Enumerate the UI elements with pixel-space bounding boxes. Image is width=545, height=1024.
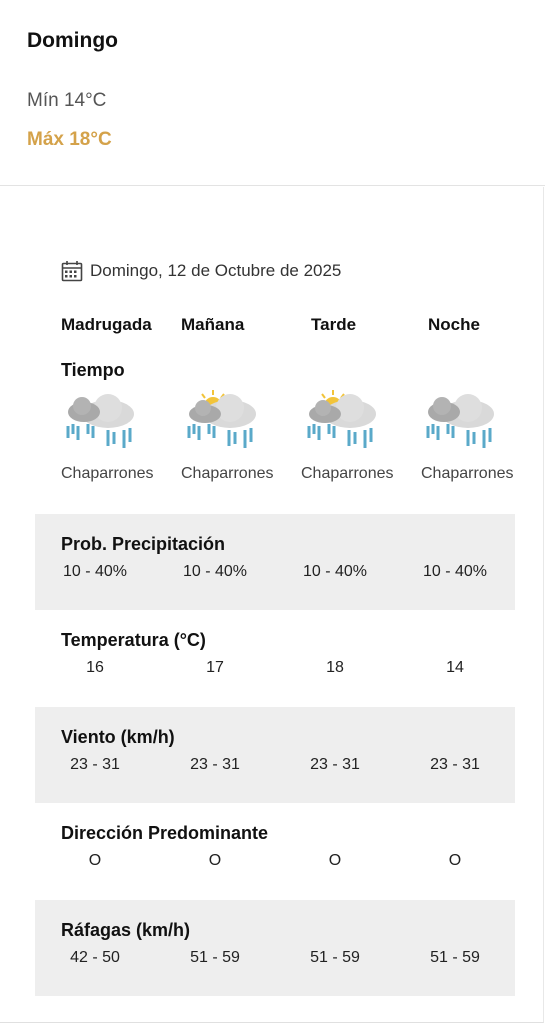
row-direction: Dirección Predominante O O O O bbox=[35, 803, 515, 899]
forecast-detail-card bbox=[0, 187, 544, 1023]
rain-showers-night-icon bbox=[426, 394, 494, 448]
row-value: 14 bbox=[446, 659, 464, 676]
rain-showers-sun-icon bbox=[187, 390, 256, 448]
weather-icons bbox=[0, 390, 545, 460]
period-tarde: Tarde bbox=[311, 315, 357, 334]
weather-label-tarde: Chaparrones bbox=[301, 465, 394, 482]
row-value: 23 - 31 bbox=[310, 756, 360, 773]
calendar-icon bbox=[61, 261, 83, 282]
row-title: Prob. Precipitación bbox=[61, 534, 226, 554]
period-header: Madrugada Mañana Tarde Noche bbox=[0, 315, 545, 337]
row-value: 51 - 59 bbox=[310, 949, 360, 966]
row-value: O bbox=[328, 852, 342, 869]
row-value: 51 - 59 bbox=[430, 949, 480, 966]
row-value: 10 - 40% bbox=[62, 563, 128, 580]
forecast-date: Domingo, 12 de Octubre de 2025 bbox=[90, 261, 342, 280]
row-wind: Viento (km/h) 23 - 31 23 - 31 23 - 31 23… bbox=[35, 707, 515, 803]
row-value: 10 - 40% bbox=[422, 563, 488, 580]
period-noche: Noche bbox=[428, 315, 480, 334]
date-row: Domingo, 12 de Octubre de 2025 bbox=[61, 259, 341, 283]
tiempo-title: Tiempo bbox=[61, 360, 125, 380]
rain-showers-sun-icon bbox=[307, 390, 376, 448]
row-gusts: Ráfagas (km/h) 42 - 50 51 - 59 51 - 59 5… bbox=[35, 900, 515, 996]
row-value: 10 - 40% bbox=[302, 563, 368, 580]
day-title: Domingo bbox=[27, 29, 118, 52]
row-value: O bbox=[208, 852, 222, 869]
row-title: Viento (km/h) bbox=[61, 727, 175, 747]
weather-label-madrugada: Chaparrones bbox=[61, 465, 154, 482]
row-value: 10 - 40% bbox=[182, 563, 248, 580]
row-title: Dirección Predominante bbox=[61, 823, 269, 843]
row-title: Temperatura (°C) bbox=[61, 630, 206, 650]
row-value: O bbox=[448, 852, 462, 869]
min-temperature: Mín 14°C bbox=[27, 90, 107, 111]
row-precipitation: Prob. Precipitación 10 - 40% 10 - 40% 10… bbox=[35, 514, 515, 610]
row-value: O bbox=[88, 852, 102, 869]
row-value: 16 bbox=[86, 659, 104, 676]
row-value: 18 bbox=[326, 659, 344, 676]
row-value: 23 - 31 bbox=[70, 756, 120, 773]
max-temperature: Máx 18°C bbox=[27, 129, 112, 150]
row-value: 23 - 31 bbox=[190, 756, 240, 773]
day-summary: Domingo Mín 14°C Máx 18°C bbox=[0, 0, 545, 186]
weather-label-noche: Chaparrones bbox=[421, 465, 514, 482]
period-manana: Mañana bbox=[181, 315, 245, 334]
weather-label-manana: Chaparrones bbox=[181, 465, 274, 482]
row-title: Ráfagas (km/h) bbox=[61, 920, 191, 940]
row-value: 23 - 31 bbox=[430, 756, 480, 773]
row-value: 17 bbox=[206, 659, 224, 676]
row-temperature: Temperatura (°C) 16 17 18 14 bbox=[35, 610, 515, 706]
rain-showers-night-icon bbox=[66, 394, 134, 448]
period-madrugada: Madrugada bbox=[61, 315, 152, 334]
row-value: 42 - 50 bbox=[70, 949, 120, 966]
row-value: 51 - 59 bbox=[190, 949, 240, 966]
